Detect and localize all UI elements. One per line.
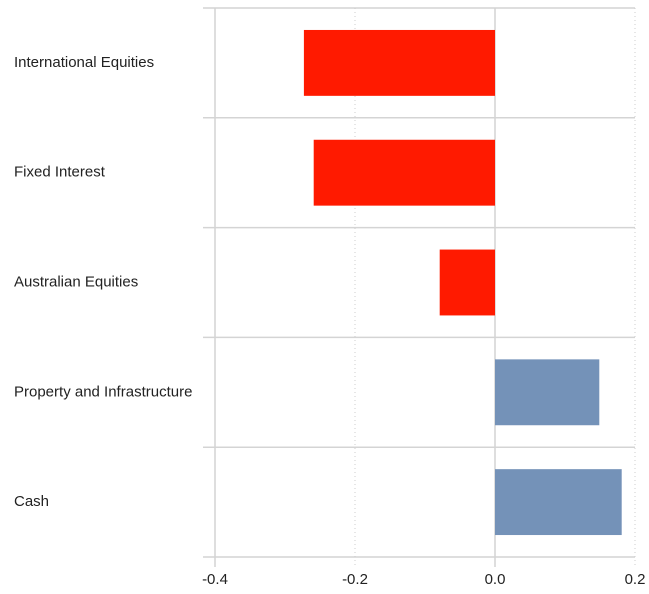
bar [439,249,495,316]
y-tick-label: International Equities [14,54,154,71]
bar [495,359,600,426]
x-tick-label: -0.2 [342,571,368,588]
bar [303,29,495,96]
x-tick-label: 0.0 [485,571,506,588]
y-tick-label: Australian Equities [14,273,138,290]
y-tick-label: Property and Infrastructure [14,383,192,400]
y-tick-label: Cash [14,493,49,510]
bar [313,139,495,206]
x-tick-label: 0.2 [625,571,646,588]
x-tick-label: -0.4 [202,571,228,588]
y-tick-label: Fixed Interest [14,164,106,181]
bar [495,469,622,536]
